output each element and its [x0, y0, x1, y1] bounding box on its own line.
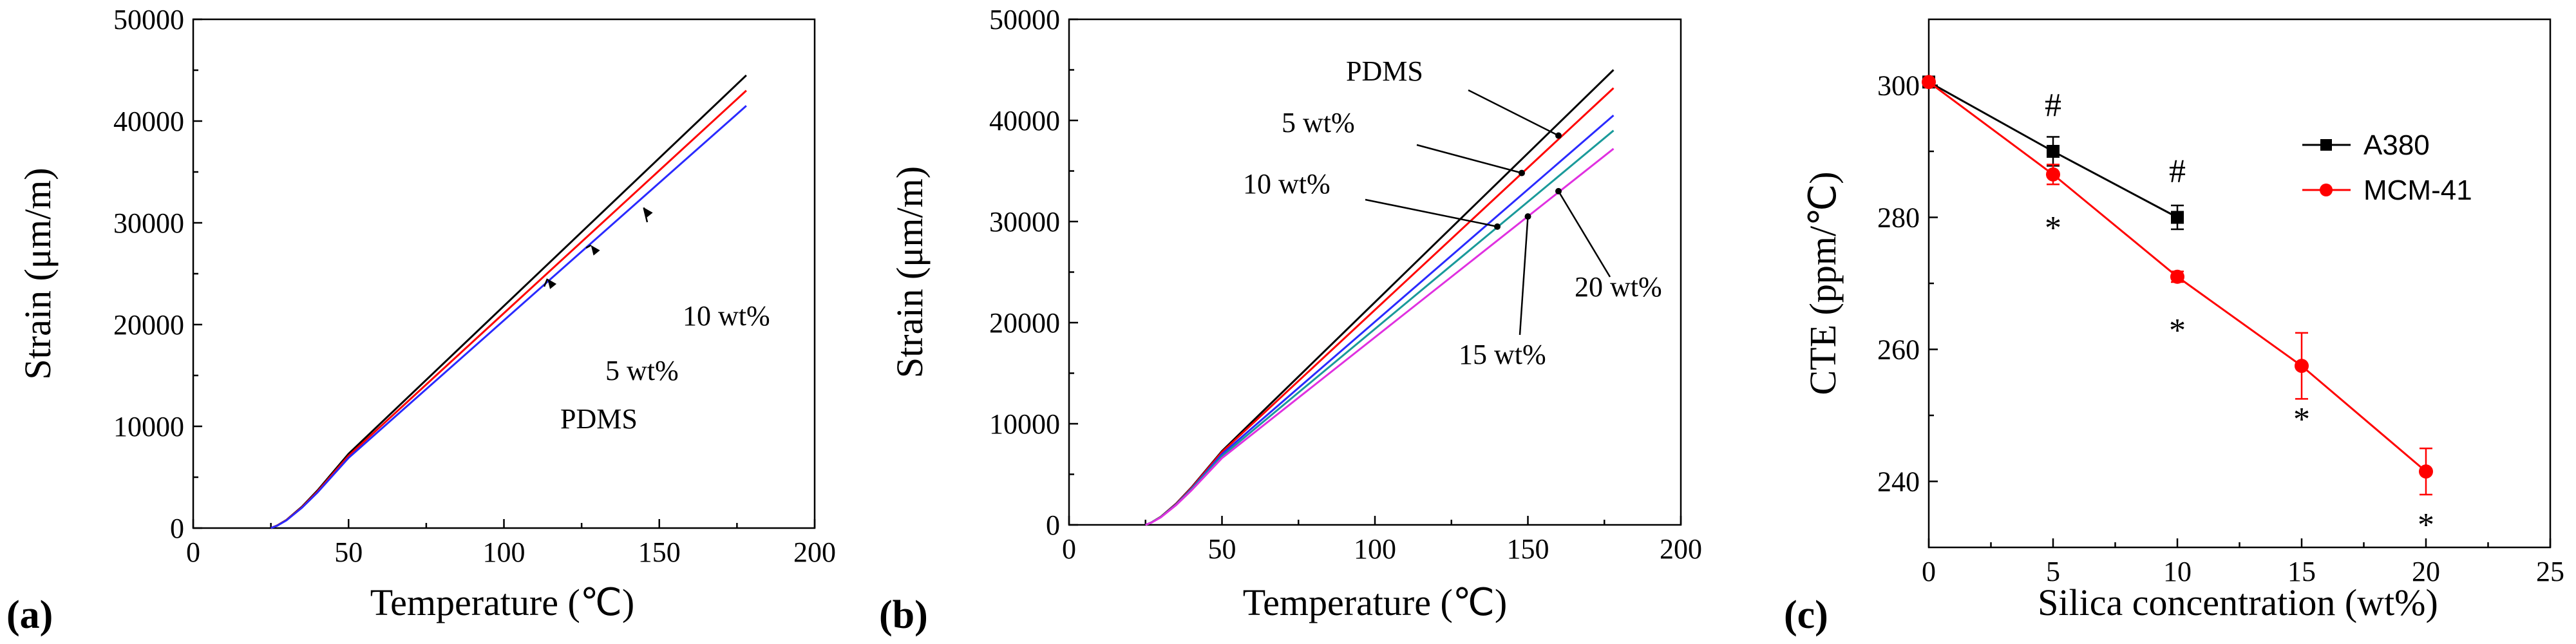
panel-1-annotation-label: 15 wt% — [1459, 339, 1546, 370]
panel-2-significance-mark: # — [2169, 153, 2186, 190]
panel-2-x-tick-label: 5 — [2046, 556, 2060, 587]
panel-1-x-tick-label: 100 — [1354, 533, 1396, 565]
panel-1-y-axis-label: Strain (μm/m) — [889, 166, 931, 378]
panel-0-arrowhead — [547, 278, 557, 289]
panel-2-significance-mark: * — [2169, 312, 2186, 349]
legend-marker-square — [2320, 139, 2332, 151]
panel-1-y-tick-label: 40000 — [989, 105, 1060, 137]
panel-1-arrowhead — [1519, 169, 1525, 176]
panel-1-y-tick-label: 0 — [1046, 509, 1060, 541]
panel-0-y-tick-label: 30000 — [113, 207, 184, 239]
panel-2-y-tick-label: 300 — [1877, 70, 1920, 102]
panel-1-panel-label: (b) — [879, 593, 928, 637]
panel-2-significance-mark: * — [2293, 401, 2310, 438]
panel-1-x-tick-label: 0 — [1062, 533, 1076, 565]
panel-0-annotation-arrow — [543, 278, 549, 287]
panel-2-x-tick-label: 20 — [2412, 556, 2440, 587]
panel-0-y-tick-label: 40000 — [113, 106, 184, 137]
panel-0-x-axis-label: Temperature (℃) — [370, 582, 634, 623]
panel-1-x-tick-label: 50 — [1208, 533, 1236, 565]
panel-2-data-point-square — [2171, 211, 2184, 224]
panel-1-series-line-1 — [1145, 87, 1615, 526]
panel-1-y-tick-label: 30000 — [989, 206, 1060, 238]
panel-1-x-tick-label: 150 — [1507, 533, 1549, 565]
panel-2-x-tick-label: 15 — [2287, 556, 2316, 587]
panel-1-y-tick-label: 10000 — [989, 408, 1060, 440]
panel-1-annotation-label: PDMS — [1346, 55, 1423, 87]
panel-2-y-tick-label: 260 — [1877, 334, 1920, 366]
panel-2-data-point-circle — [2170, 269, 2184, 284]
panel-1-arrowhead — [1555, 187, 1562, 194]
panel-2-data-point-square — [2047, 145, 2060, 158]
panel-0-x-tick-label: 0 — [186, 536, 200, 568]
panel-2-y-axis-label: CTE (ppm/℃) — [1802, 171, 1844, 395]
panel-0-y-tick-label: 0 — [170, 513, 184, 544]
panel-2-data-point-circle — [2419, 464, 2433, 479]
panel-1-annotation-arrow — [1365, 198, 1498, 228]
panel-1-annotation-arrow — [1519, 216, 1529, 336]
panel-2-x-tick-label: 25 — [2536, 556, 2564, 587]
panel-0-series-line-0 — [270, 74, 747, 529]
panel-0-x-tick-label: 100 — [483, 536, 526, 568]
panel-1-annotation-label: 5 wt% — [1282, 107, 1355, 138]
panel-1-arrowhead — [1524, 213, 1531, 220]
panel-1-series-line-4 — [1145, 147, 1615, 526]
panel-1-annotation-label: 10 wt% — [1243, 168, 1331, 200]
panel-2-y-tick-label: 240 — [1877, 466, 1920, 498]
panel-1-annotation-arrow — [1468, 89, 1559, 137]
panel-1-y-tick-label: 20000 — [989, 307, 1060, 339]
legend-label-1: MCM-41 — [2363, 175, 2472, 206]
panel-0-arrowhead — [591, 245, 600, 256]
panel-0-annotation-label: 5 wt% — [605, 355, 679, 386]
panel-2-x-tick-label: 0 — [1922, 556, 1936, 587]
panel-1-annotation-label: 20 wt% — [1575, 271, 1662, 303]
panel-0-y-tick-label: 20000 — [113, 309, 184, 341]
panel-2-data-point-circle — [2046, 167, 2060, 182]
panel-1-y-tick-label: 50000 — [989, 4, 1060, 35]
panel-0-series-line-2 — [270, 105, 747, 529]
panel-2-panel-label: (c) — [1784, 593, 1828, 637]
panel-2-significance-mark: # — [2045, 87, 2061, 124]
panel-0-panel-label: (a) — [6, 593, 53, 637]
panel-2-significance-mark: * — [2418, 507, 2434, 544]
panel-2-plot-frame — [1927, 18, 2552, 549]
panel-1-annotation-arrow — [1416, 144, 1522, 174]
panel-0-annotation-arrow — [643, 207, 649, 223]
panel-2-x-axis-label: Silica concentration (wt%) — [2038, 582, 2438, 623]
panel-0-annotation-label: PDMS — [560, 403, 638, 435]
panel-0-annotation-label: 10 wt% — [683, 300, 770, 332]
panel-1-arrowhead — [1494, 223, 1501, 230]
panel-0-y-tick-label: 10000 — [113, 411, 184, 442]
panel-0-arrowhead — [643, 207, 653, 218]
panel-0-x-tick-label: 150 — [638, 536, 681, 568]
panel-2-significance-mark: * — [2045, 210, 2061, 247]
panel-1-x-axis-label: Temperature (℃) — [1243, 582, 1507, 623]
panel-0-y-axis-label: Strain (μm/m) — [17, 167, 59, 379]
panel-2-data-point-circle — [1922, 75, 1936, 90]
panel-1-x-tick-label: 200 — [1660, 533, 1702, 565]
panel-0-annotation-arrow — [585, 244, 592, 249]
panel-0-x-tick-label: 200 — [793, 536, 836, 568]
panel-2-y-tick-label: 280 — [1877, 202, 1920, 234]
legend-label-0: A380 — [2363, 129, 2430, 161]
panel-0-y-tick-label: 50000 — [113, 4, 184, 35]
panel-0-series-line-1 — [270, 90, 747, 529]
panel-0-x-tick-label: 50 — [334, 536, 363, 568]
panel-2-data-point-circle — [2295, 359, 2309, 374]
panel-2-x-tick-label: 10 — [2163, 556, 2192, 587]
legend-marker-circle — [2320, 184, 2333, 196]
panel-1-arrowhead — [1555, 132, 1562, 139]
panel-1-annotation-arrow — [1557, 191, 1611, 278]
panel-0-plot-frame — [192, 18, 816, 529]
panel-1-series-line-0 — [1145, 69, 1615, 526]
